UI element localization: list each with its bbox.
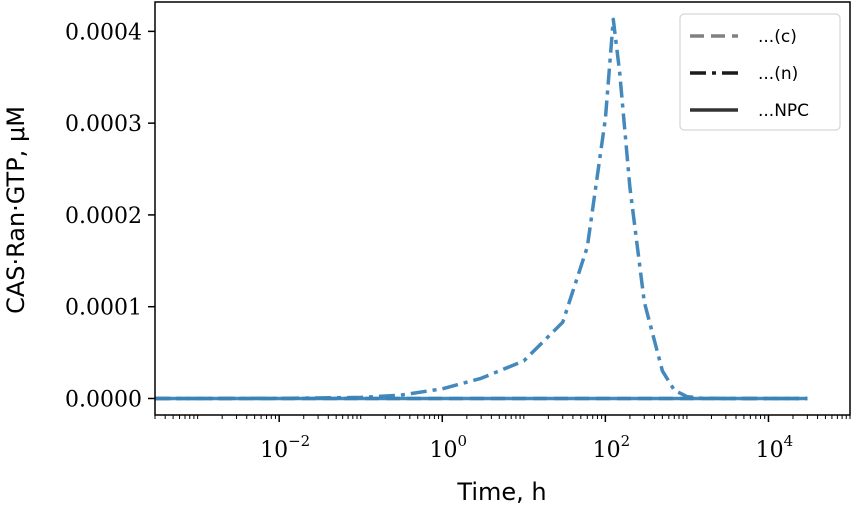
legend-box <box>679 13 841 131</box>
y-tick-label: 0.0004 <box>65 20 142 45</box>
legend-label-2: ...(n) <box>758 64 798 84</box>
y-tick-label: 0.0000 <box>65 387 142 412</box>
x-tick-label: 100 <box>430 432 468 463</box>
x-tick-label: 104 <box>756 432 794 463</box>
y-ticks: 0.0000 0.0001 0.0002 0.0003 0.0004 <box>65 20 155 412</box>
legend: ...(c) ...(n) ...NPC <box>679 13 841 131</box>
series-line-2 <box>154 17 808 401</box>
y-tick-label: 0.0003 <box>65 112 142 137</box>
x-axis-label: Time, h <box>456 478 546 506</box>
series-layer <box>154 17 808 401</box>
plot-frame <box>154 1 851 416</box>
y-tick-label: 0.0001 <box>65 296 142 321</box>
y-axis-label: CAS·Ran·GTP, μM <box>2 106 30 314</box>
x-ticks: 10−2 100 102 104 <box>154 415 851 463</box>
legend-label-1: ...(c) <box>758 27 797 47</box>
x-tick-label: 10−2 <box>260 432 310 463</box>
legend-label-3: ...NPC <box>758 101 809 121</box>
x-tick-label: 102 <box>593 432 631 463</box>
y-tick-label: 0.0002 <box>65 204 142 229</box>
